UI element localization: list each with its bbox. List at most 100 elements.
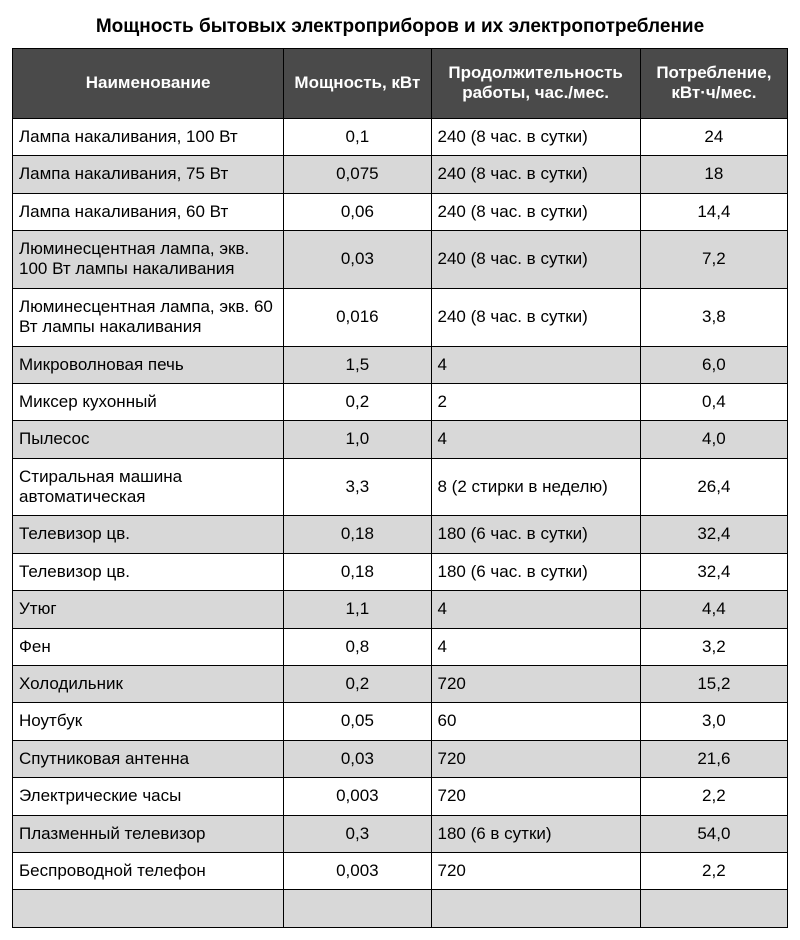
table-row: Утюг1,144,4 <box>13 591 788 628</box>
cell-duration: 240 (8 час. в сутки) <box>431 230 640 288</box>
table-row: Телевизор цв.0,18180 (6 час. в сутки)32,… <box>13 516 788 553</box>
cell-duration: 240 (8 час. в сутки) <box>431 118 640 155</box>
cell-consumption: 4,0 <box>640 421 787 458</box>
cell-name: Телевизор цв. <box>13 516 284 553</box>
cell-power: 0,8 <box>284 628 431 665</box>
cell-consumption: 14,4 <box>640 193 787 230</box>
cell-name: Миксер кухонный <box>13 383 284 420</box>
table-row: Лампа накаливания, 100 Вт0,1240 (8 час. … <box>13 118 788 155</box>
table-row: Микроволновая печь1,546,0 <box>13 346 788 383</box>
cell-consumption: 18 <box>640 156 787 193</box>
cell-duration: 180 (6 час. в сутки) <box>431 553 640 590</box>
empty-cell <box>431 890 640 927</box>
cell-duration: 180 (6 час. в сутки) <box>431 516 640 553</box>
cell-consumption: 3,0 <box>640 703 787 740</box>
cell-name: Спутниковая антенна <box>13 740 284 777</box>
cell-duration: 60 <box>431 703 640 740</box>
cell-consumption: 26,4 <box>640 458 787 516</box>
cell-name: Холодильник <box>13 666 284 703</box>
table-row: Холодильник0,272015,2 <box>13 666 788 703</box>
table-row: Люминесцентная лампа, экв. 60 Вт лампы н… <box>13 288 788 346</box>
table-row: Ноутбук0,05603,0 <box>13 703 788 740</box>
cell-duration: 720 <box>431 740 640 777</box>
table-header-row: Наименование Мощность, кВт Продолжительн… <box>13 49 788 119</box>
cell-duration: 8 (2 стирки в неделю) <box>431 458 640 516</box>
cell-power: 0,016 <box>284 288 431 346</box>
cell-consumption: 7,2 <box>640 230 787 288</box>
empty-cell <box>13 890 284 927</box>
cell-power: 1,5 <box>284 346 431 383</box>
col-header-duration: Продолжительность работы, час./мес. <box>431 49 640 119</box>
cell-consumption: 2,2 <box>640 778 787 815</box>
table-row: Спутниковая антенна0,0372021,6 <box>13 740 788 777</box>
cell-power: 1,0 <box>284 421 431 458</box>
cell-power: 0,03 <box>284 230 431 288</box>
cell-power: 0,18 <box>284 553 431 590</box>
cell-duration: 720 <box>431 778 640 815</box>
empty-cell <box>284 890 431 927</box>
cell-duration: 240 (8 час. в сутки) <box>431 193 640 230</box>
cell-name: Пылесос <box>13 421 284 458</box>
cell-duration: 240 (8 час. в сутки) <box>431 156 640 193</box>
cell-power: 0,003 <box>284 778 431 815</box>
cell-consumption: 21,6 <box>640 740 787 777</box>
cell-name: Электрические часы <box>13 778 284 815</box>
cell-name: Ноутбук <box>13 703 284 740</box>
table-row: Миксер кухонный0,220,4 <box>13 383 788 420</box>
cell-consumption: 2,2 <box>640 852 787 889</box>
cell-name: Утюг <box>13 591 284 628</box>
cell-name: Лампа накаливания, 60 Вт <box>13 193 284 230</box>
cell-name: Фен <box>13 628 284 665</box>
empty-cell <box>640 890 787 927</box>
cell-consumption: 15,2 <box>640 666 787 703</box>
cell-consumption: 6,0 <box>640 346 787 383</box>
table-row: Пылесос1,044,0 <box>13 421 788 458</box>
cell-name: Лампа накаливания, 100 Вт <box>13 118 284 155</box>
cell-power: 0,2 <box>284 383 431 420</box>
cell-power: 0,075 <box>284 156 431 193</box>
cell-name: Микроволновая печь <box>13 346 284 383</box>
cell-consumption: 3,8 <box>640 288 787 346</box>
cell-power: 0,06 <box>284 193 431 230</box>
cell-duration: 4 <box>431 591 640 628</box>
cell-name: Беспроводной телефон <box>13 852 284 889</box>
cell-duration: 4 <box>431 628 640 665</box>
cell-consumption: 32,4 <box>640 516 787 553</box>
table-row: Беспроводной телефон0,0037202,2 <box>13 852 788 889</box>
cell-power: 0,18 <box>284 516 431 553</box>
cell-power: 0,003 <box>284 852 431 889</box>
cell-name: Плазменный телевизор <box>13 815 284 852</box>
cell-power: 0,3 <box>284 815 431 852</box>
cell-power: 1,1 <box>284 591 431 628</box>
table-row: Плазменный телевизор0,3180 (6 в сутки)54… <box>13 815 788 852</box>
cell-power: 0,03 <box>284 740 431 777</box>
table-body: Лампа накаливания, 100 Вт0,1240 (8 час. … <box>13 118 788 927</box>
table-row: Фен0,843,2 <box>13 628 788 665</box>
cell-power: 0,1 <box>284 118 431 155</box>
cell-consumption: 4,4 <box>640 591 787 628</box>
cell-consumption: 32,4 <box>640 553 787 590</box>
cell-consumption: 0,4 <box>640 383 787 420</box>
col-header-power: Мощность, кВт <box>284 49 431 119</box>
cell-duration: 720 <box>431 666 640 703</box>
appliance-power-table: Наименование Мощность, кВт Продолжительн… <box>12 48 788 928</box>
table-row: Люминесцентная лампа, экв. 100 Вт лампы … <box>13 230 788 288</box>
table-row: Стиральная машина автоматическая3,38 (2 … <box>13 458 788 516</box>
cell-duration: 180 (6 в сутки) <box>431 815 640 852</box>
cell-name: Телевизор цв. <box>13 553 284 590</box>
cell-duration: 2 <box>431 383 640 420</box>
cell-duration: 720 <box>431 852 640 889</box>
cell-name: Лампа накаливания, 75 Вт <box>13 156 284 193</box>
page-title: Мощность бытовых электроприборов и их эл… <box>12 16 788 38</box>
cell-duration: 4 <box>431 421 640 458</box>
cell-duration: 4 <box>431 346 640 383</box>
table-row: Телевизор цв.0,18180 (6 час. в сутки)32,… <box>13 553 788 590</box>
cell-consumption: 54,0 <box>640 815 787 852</box>
table-row: Лампа накаливания, 60 Вт0,06240 (8 час. … <box>13 193 788 230</box>
cell-duration: 240 (8 час. в сутки) <box>431 288 640 346</box>
cell-name: Люминесцентная лампа, экв. 60 Вт лампы н… <box>13 288 284 346</box>
cell-name: Люминесцентная лампа, экв. 100 Вт лампы … <box>13 230 284 288</box>
table-row: Электрические часы0,0037202,2 <box>13 778 788 815</box>
table-empty-row <box>13 890 788 927</box>
table-row: Лампа накаливания, 75 Вт0,075240 (8 час.… <box>13 156 788 193</box>
